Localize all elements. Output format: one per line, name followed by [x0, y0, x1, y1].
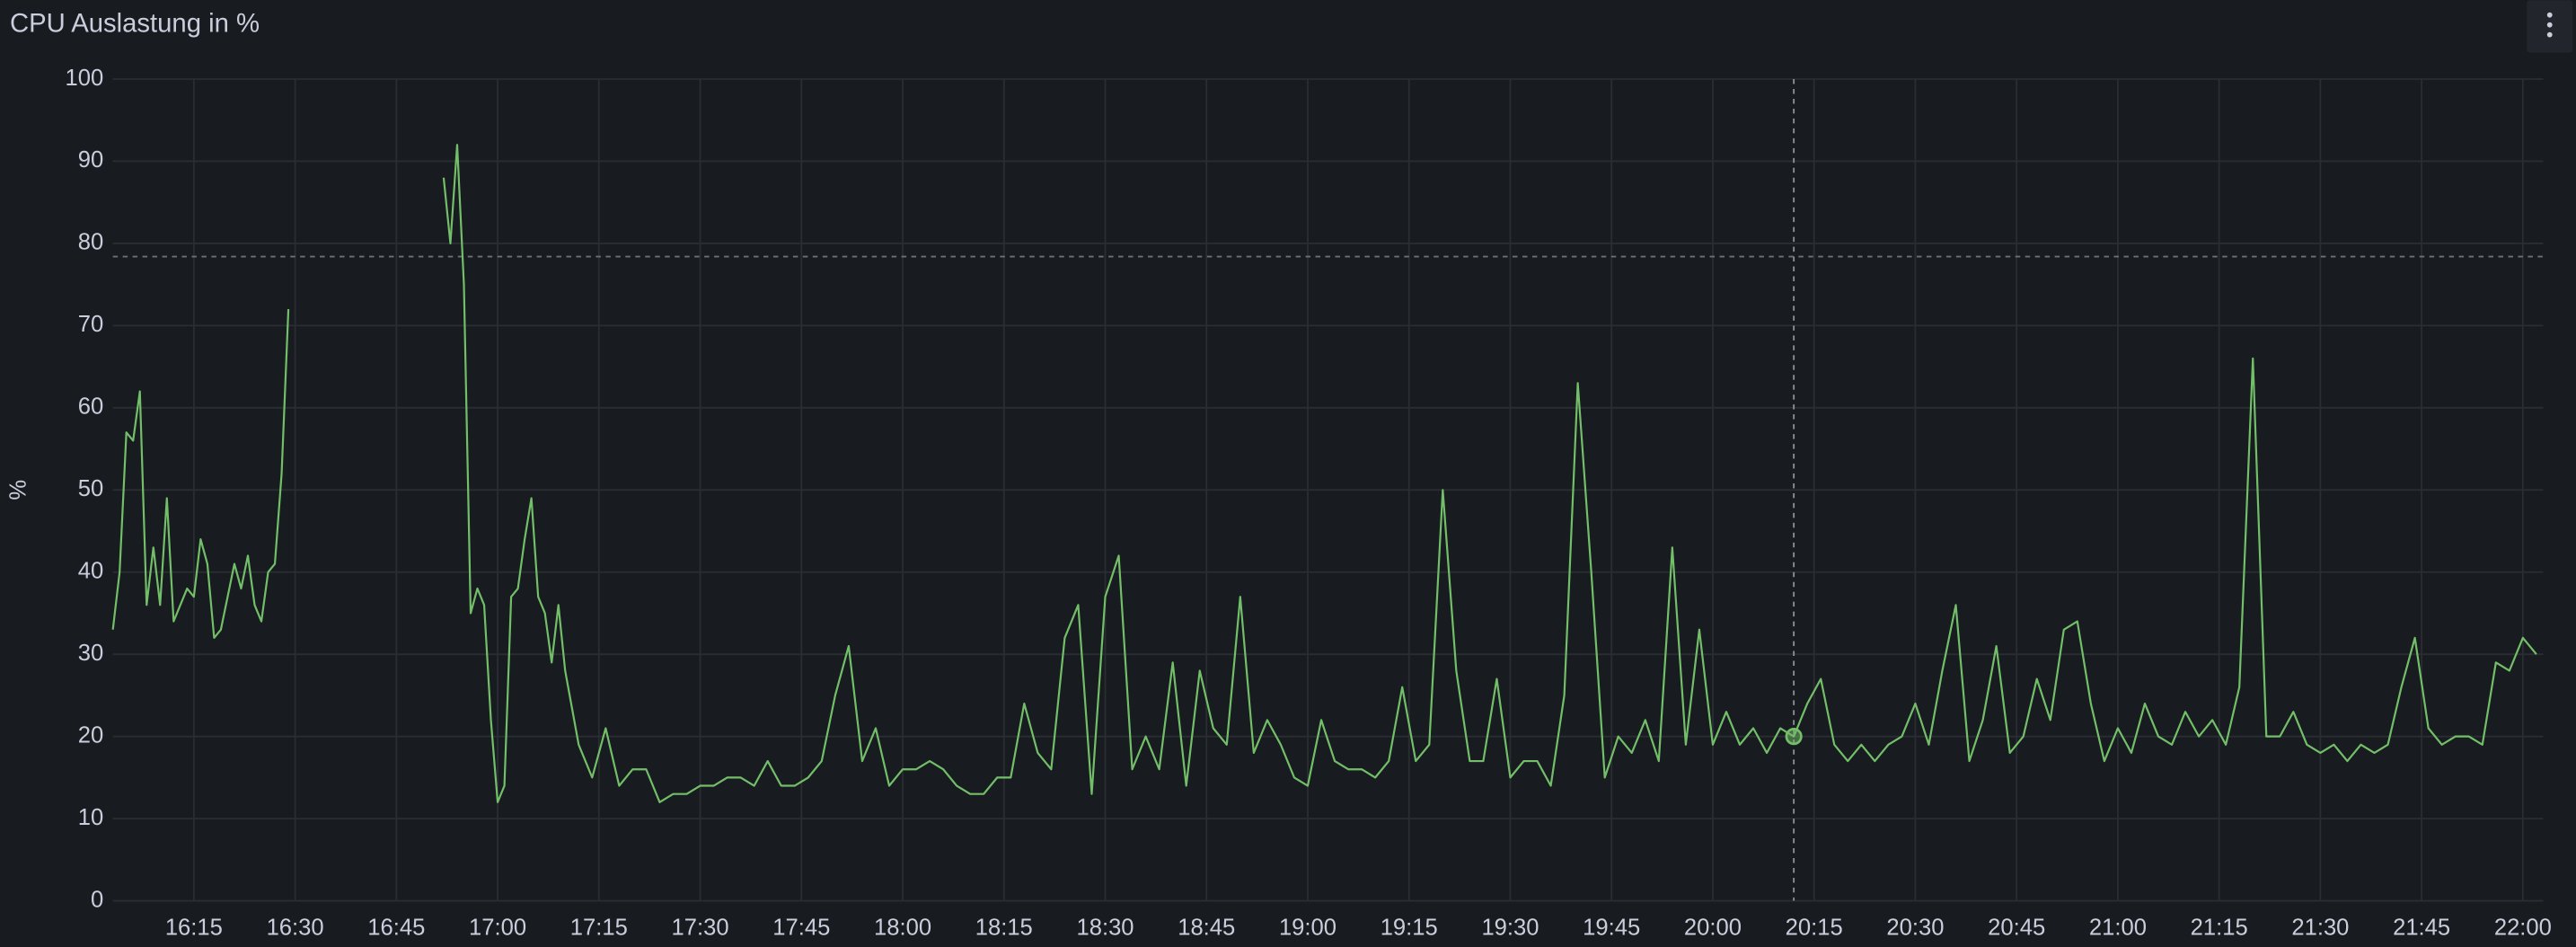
x-tick-label: 17:15: [570, 915, 628, 940]
x-tick-label: 16:15: [165, 915, 223, 940]
y-tick-label: 0: [91, 887, 103, 912]
hover-point: [1785, 728, 1803, 746]
y-tick-label: 80: [78, 230, 103, 255]
x-tick-label: 20:30: [1886, 915, 1944, 940]
y-tick-label: 50: [78, 476, 103, 501]
y-tick-label: 70: [78, 312, 103, 337]
y-tick-label: 10: [78, 805, 103, 830]
x-tick-label: 19:45: [1583, 915, 1640, 940]
menu-dot: [2546, 12, 2553, 18]
cpu-line: [111, 144, 2537, 803]
x-tick-label: 21:30: [2291, 915, 2349, 940]
y-tick-label: 100: [66, 66, 104, 91]
x-tick-label: 21:00: [2089, 915, 2147, 940]
x-tick-label: 19:00: [1279, 915, 1337, 940]
x-tick-label: 18:00: [874, 915, 931, 940]
x-tick-label: 17:45: [772, 915, 830, 940]
x-tick-label: 16:30: [267, 915, 324, 940]
panel-title: CPU Auslastung in %: [10, 9, 260, 38]
x-tick-label: 18:45: [1178, 915, 1235, 940]
x-tick-label: 17:00: [469, 915, 526, 940]
y-tick-label: 30: [78, 641, 103, 666]
x-tick-label: 22:00: [2494, 915, 2552, 940]
y-tick-label: 60: [78, 394, 103, 420]
menu-dot: [2546, 22, 2553, 28]
panel-menu[interactable]: [2527, 0, 2573, 53]
x-tick-label: 17:30: [672, 915, 729, 940]
x-tick-label: 19:30: [1481, 915, 1539, 940]
y-tick-label: 40: [78, 559, 103, 584]
y-tick-label: 90: [78, 147, 103, 173]
x-tick-label: 19:15: [1381, 915, 1438, 940]
x-tick-label: 20:45: [1988, 915, 2045, 940]
x-tick-label: 20:00: [1684, 915, 1742, 940]
y-axis-label: %: [6, 480, 31, 500]
menu-dot: [2546, 31, 2553, 38]
x-tick-label: 18:30: [1076, 915, 1134, 940]
x-tick-label: 20:15: [1786, 915, 1843, 940]
x-tick-label: 21:45: [2393, 915, 2450, 940]
x-tick-label: 18:15: [975, 915, 1033, 940]
y-tick-label: 20: [78, 722, 103, 748]
x-tick-label: 16:45: [367, 915, 425, 940]
x-tick-label: 21:15: [2191, 915, 2248, 940]
